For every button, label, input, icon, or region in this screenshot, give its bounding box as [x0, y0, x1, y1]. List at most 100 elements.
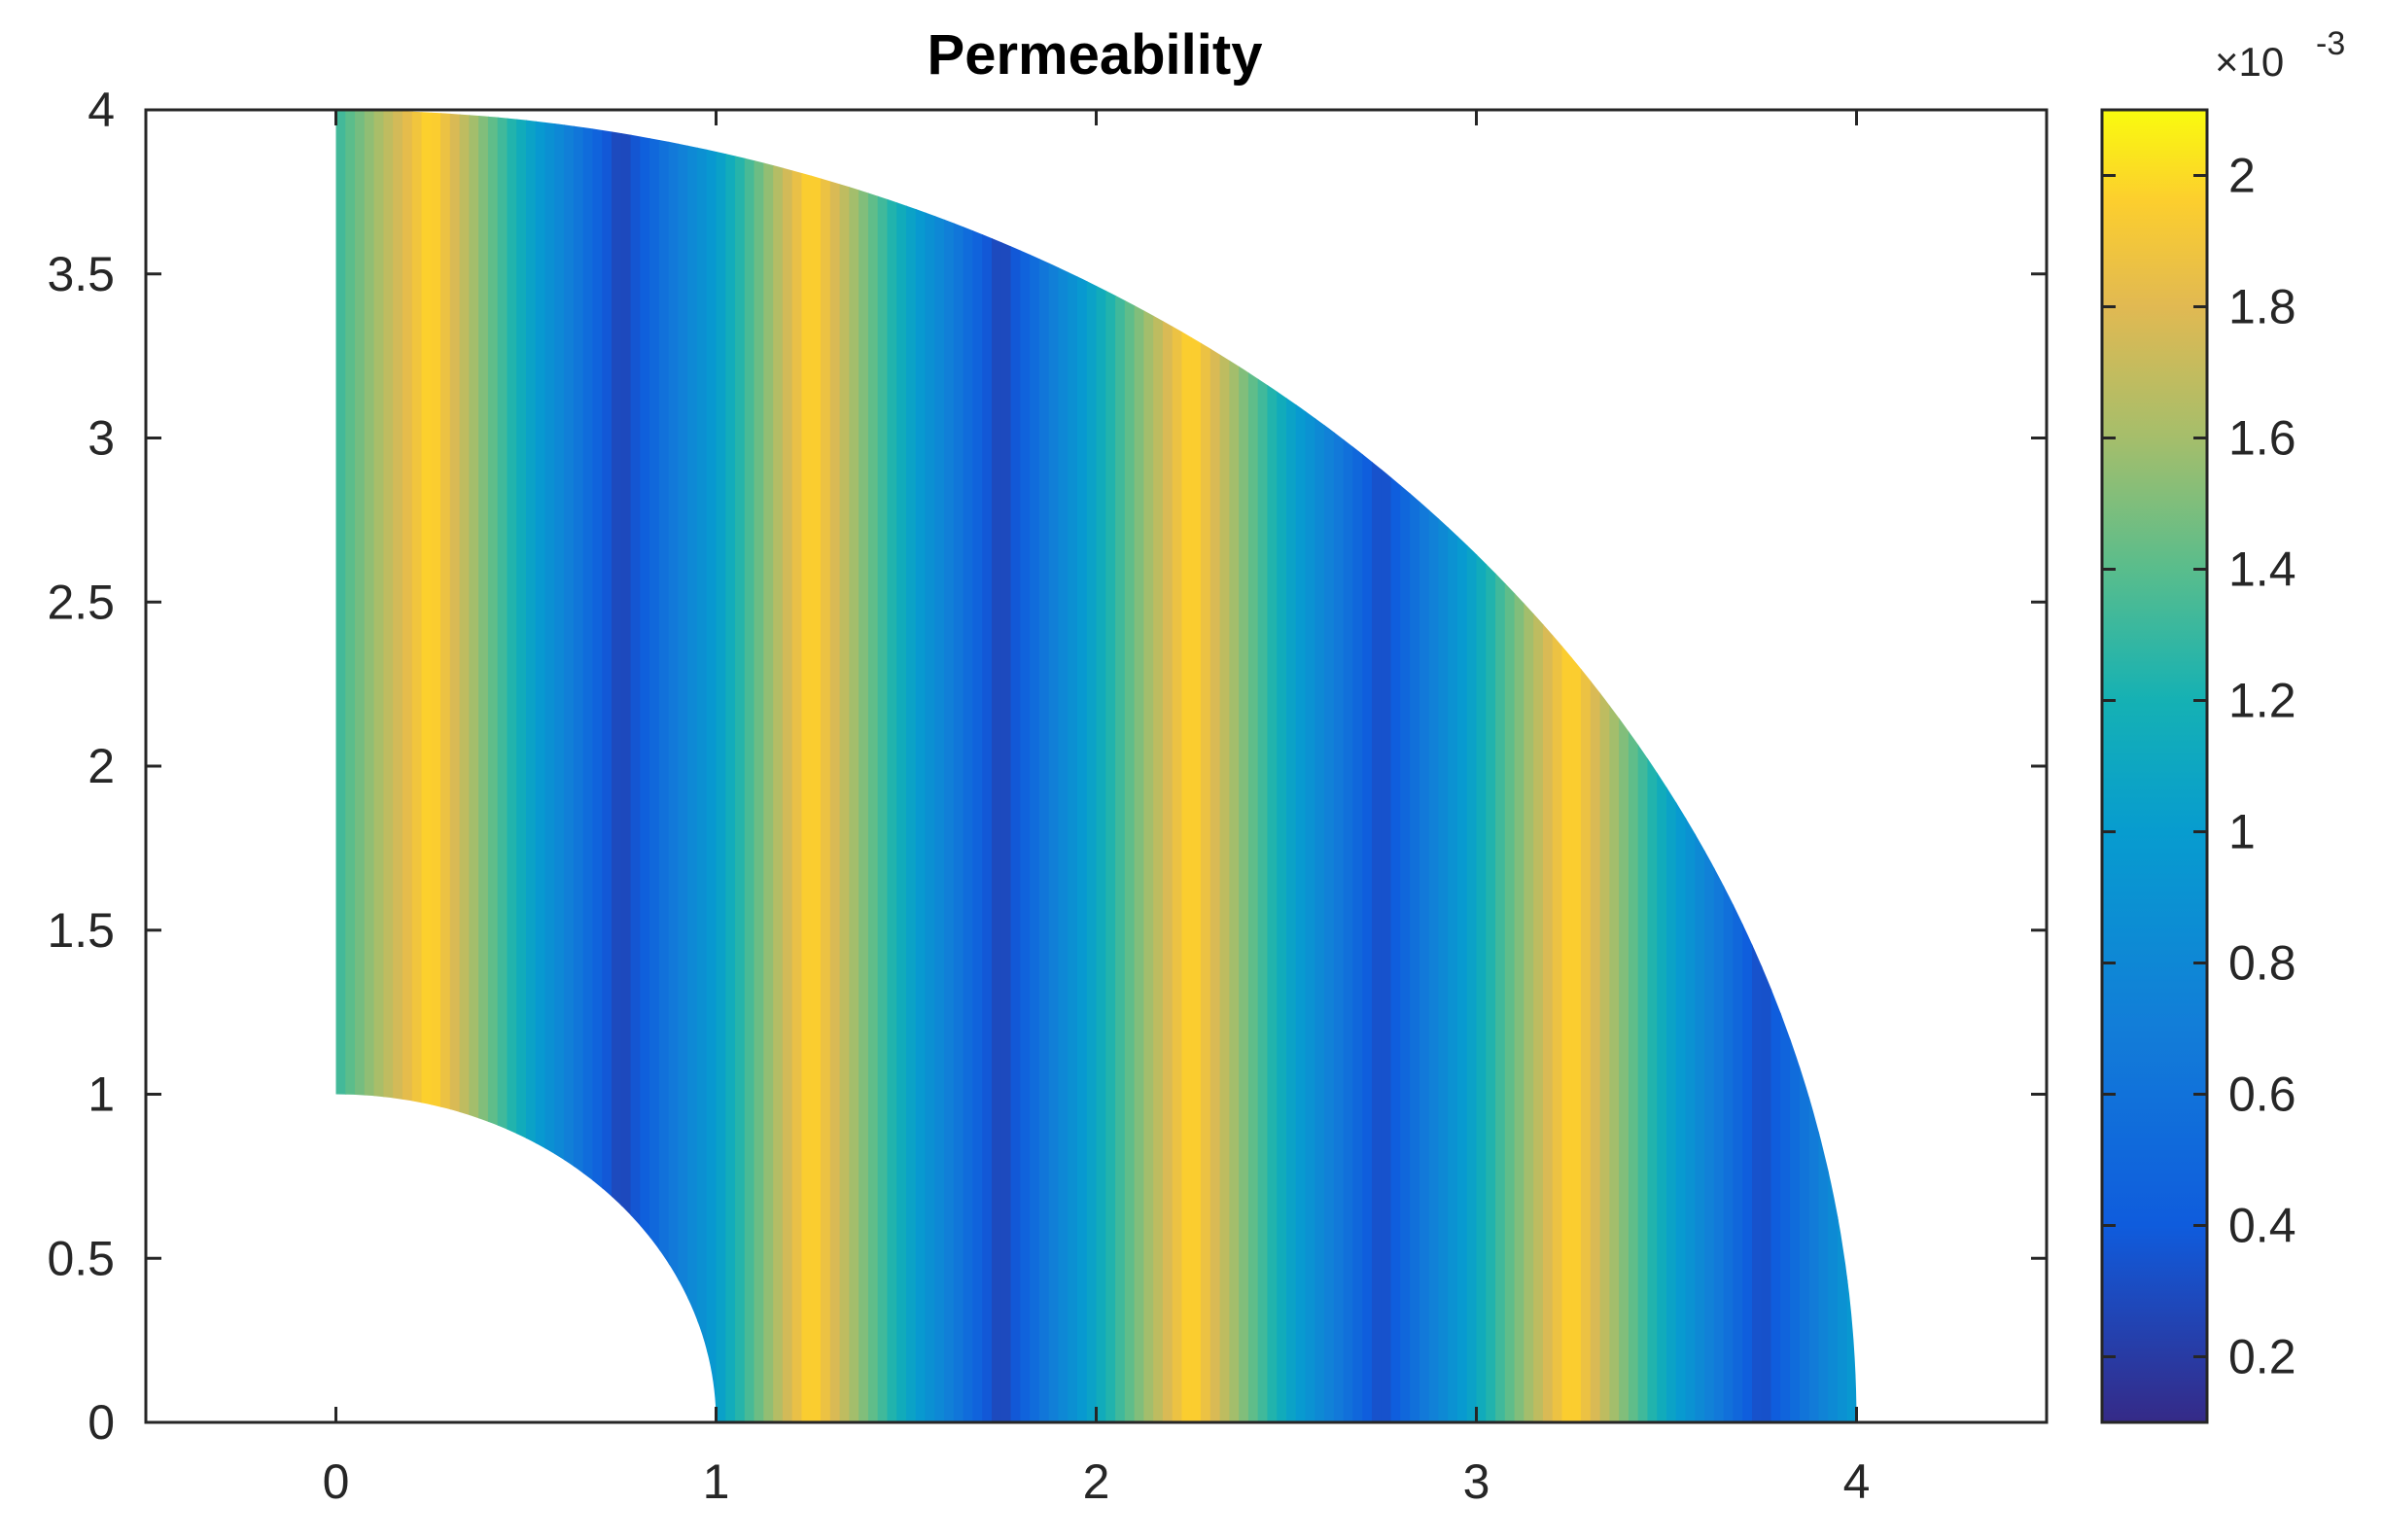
field-band: [1571, 110, 1583, 1422]
field-band: [1257, 110, 1269, 1422]
field-band: [1239, 110, 1249, 1422]
field-band: [1599, 110, 1611, 1422]
y-tick-label: 2: [88, 739, 115, 793]
field-band: [1209, 110, 1221, 1422]
field-band: [620, 110, 632, 1422]
field-band: [706, 110, 718, 1422]
field-band: [1068, 110, 1078, 1422]
field-band: [582, 110, 594, 1422]
colorbar-tick-label: 1.4: [2228, 542, 2296, 597]
field-band: [431, 110, 442, 1422]
y-tick-label: 3.5: [47, 247, 115, 301]
field-band: [1628, 110, 1639, 1422]
field-band: [716, 110, 727, 1422]
colorbar-gradient: [2102, 110, 2207, 1422]
field-band: [1324, 110, 1335, 1422]
field-band: [1410, 110, 1420, 1422]
field-band: [573, 110, 584, 1422]
field-band: [1314, 110, 1326, 1422]
field-band: [373, 110, 385, 1422]
field-band: [668, 110, 680, 1422]
field-band: [1134, 110, 1145, 1422]
field-band: [1466, 110, 1478, 1422]
field-band: [564, 110, 575, 1422]
plot-area: 0 1 2 3 4 0 0.5 1 1.5 2 2.5 3 3.5 4: [47, 83, 2049, 1509]
field-band: [1172, 110, 1183, 1422]
field-band: [1295, 110, 1307, 1422]
field-band: [1524, 110, 1535, 1422]
colorbar-tick-label: 1.6: [2228, 411, 2296, 466]
y-axis: 0 0.5 1 1.5 2 2.5 3 3.5 4: [47, 83, 2047, 1450]
field-band: [345, 110, 357, 1422]
field-band: [1343, 110, 1354, 1422]
field-band: [640, 110, 651, 1422]
field-band: [687, 110, 698, 1422]
field-band: [963, 110, 974, 1422]
field-band: [934, 110, 946, 1422]
colorbar-tick-label: 0.2: [2228, 1330, 2296, 1384]
field-band: [1201, 110, 1211, 1422]
field-band: [421, 110, 433, 1422]
field-band: [544, 110, 556, 1422]
field-band: [696, 110, 708, 1422]
field-band: [1058, 110, 1069, 1422]
y-tick-label: 1: [88, 1068, 115, 1122]
field-band: [829, 110, 841, 1422]
field-band: [839, 110, 851, 1422]
field-band: [811, 110, 823, 1422]
field-band: [1124, 110, 1136, 1422]
colorbar-tick-label: 1: [2228, 805, 2256, 859]
field-band: [440, 110, 451, 1422]
field-band: [1219, 110, 1231, 1422]
y-tick-label: 0.5: [47, 1231, 115, 1285]
field-band: [801, 110, 813, 1422]
field-band: [753, 110, 765, 1422]
field-band: [1076, 110, 1088, 1422]
field-band: [1647, 110, 1659, 1422]
field-band: [478, 110, 489, 1422]
field-band: [1229, 110, 1241, 1422]
field-band: [526, 110, 537, 1422]
field-band: [1590, 110, 1601, 1422]
field-band: [658, 110, 670, 1422]
field-band: [896, 110, 907, 1422]
field-band: [459, 110, 471, 1422]
colorbar-exponent-power: -3: [2316, 25, 2345, 62]
field-band: [821, 110, 831, 1422]
field-band: [744, 110, 755, 1422]
field-band: [649, 110, 660, 1422]
field-band: [1305, 110, 1316, 1422]
field-band: [1381, 110, 1392, 1422]
field-band: [1542, 110, 1554, 1422]
field-band: [953, 110, 964, 1422]
field-band: [1247, 110, 1259, 1422]
colorbar-tick-label: 1.2: [2228, 674, 2296, 728]
field-band: [1038, 110, 1050, 1422]
field-band: [773, 110, 784, 1422]
field-band: [1419, 110, 1430, 1422]
field-band: [1514, 110, 1525, 1422]
field-band: [1371, 110, 1383, 1422]
y-tick-label: 2.5: [47, 575, 115, 629]
field-band: [1609, 110, 1621, 1422]
field-band: [1162, 110, 1174, 1422]
x-tick-label: 2: [1083, 1454, 1110, 1509]
colorbar-tick-label: 0.4: [2228, 1199, 2296, 1253]
field-band: [364, 110, 375, 1422]
field-band: [1286, 110, 1297, 1422]
x-tick-label: 3: [1463, 1454, 1490, 1509]
field-band: [1010, 110, 1022, 1422]
field-band: [1504, 110, 1516, 1422]
field-band: [487, 110, 499, 1422]
field-band: [602, 110, 613, 1422]
field-band: [1581, 110, 1592, 1422]
field-band: [1619, 110, 1630, 1422]
field-band: [516, 110, 527, 1422]
field-band: [611, 110, 622, 1422]
field-band: [867, 110, 879, 1422]
field-band: [1105, 110, 1117, 1422]
field-band: [1115, 110, 1126, 1422]
field-band: [1362, 110, 1373, 1422]
field-band: [507, 110, 518, 1422]
field-band: [1552, 110, 1563, 1422]
